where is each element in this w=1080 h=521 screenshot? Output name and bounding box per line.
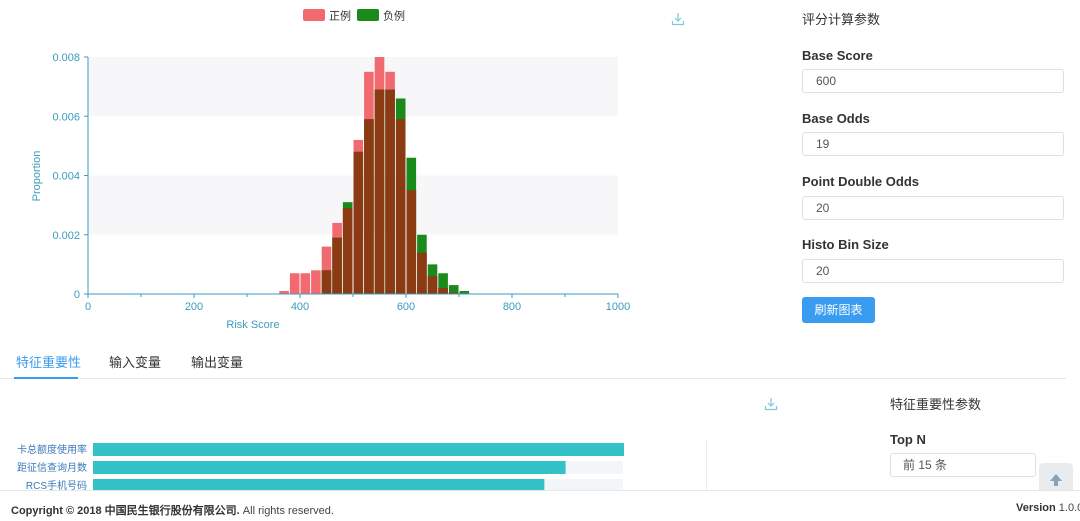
y-tick-label: 0.006 (52, 111, 80, 123)
chart-download-icon[interactable] (671, 12, 685, 26)
histo-bin-size-input[interactable] (802, 259, 1064, 283)
version-label: Version (1016, 502, 1056, 514)
x-tick-label: 800 (503, 301, 521, 313)
negative-bar (448, 285, 459, 294)
copyright-rights: All rights reserved. (239, 505, 334, 517)
x-tick-label: 0 (85, 301, 91, 313)
score-params-title: 评分计算参数 (802, 12, 881, 27)
footer-version: Version 1.0.0 (1016, 502, 1080, 514)
importance-bar (93, 479, 545, 490)
positive-bar (289, 273, 300, 294)
point-double-odds-label: Point Double Odds (802, 174, 919, 189)
y-tick-label: 0.004 (52, 171, 80, 183)
grid-band (88, 57, 618, 117)
top-n-select[interactable]: 前 15 条 (890, 453, 1036, 477)
y-tick-label: 0.002 (52, 230, 80, 242)
importance-download-icon[interactable] (764, 397, 778, 411)
overlap-bar (374, 89, 385, 295)
overlap-bar (417, 252, 427, 294)
overlap-bar (395, 119, 406, 295)
positive-bar (311, 270, 321, 294)
overlap-bar (353, 151, 364, 294)
overlap-bar (342, 208, 353, 294)
negative-bar (438, 273, 448, 294)
legend-swatch-positive (303, 9, 325, 21)
tab-bar: 特征重要性 输入变量 输出变量 (0, 346, 1066, 379)
copyright-holder: Copyright © 2018 中国民生银行股份有限公司. (11, 505, 240, 517)
importance-divider (706, 440, 707, 490)
x-tick-label: 400 (291, 301, 309, 313)
overlap-bar (364, 119, 374, 295)
importance-feature-label: 距征信查询月数 (17, 461, 87, 474)
y-tick-label: 0 (74, 289, 80, 301)
footer-copyright: Copyright © 2018 中国民生银行股份有限公司. All right… (11, 502, 334, 518)
active-tab-indicator (14, 377, 78, 379)
positive-bar (300, 273, 311, 294)
base-odds-label: Base Odds (802, 111, 870, 126)
version-number: 1.0.0 (1058, 502, 1080, 514)
base-score-input[interactable] (802, 69, 1064, 93)
negative-bar (459, 291, 470, 294)
footer: Copyright © 2018 中国民生银行股份有限公司. All right… (0, 490, 1080, 521)
overlap-bar (321, 270, 332, 294)
importance-feature-label: 卡总额度使用率 (17, 443, 87, 456)
legend-swatch-negative (357, 9, 379, 21)
x-axis-title: Risk Score (226, 319, 279, 331)
grid-band (88, 175, 618, 235)
base-odds-input[interactable] (802, 132, 1064, 156)
x-tick-label: 600 (397, 301, 415, 313)
legend-label-positive: 正例 (329, 9, 351, 23)
overlap-bar (448, 292, 459, 294)
base-score-label: Base Score (802, 48, 873, 63)
overlap-bar (406, 190, 417, 294)
x-tick-label: 200 (185, 301, 203, 313)
overlap-bar (332, 237, 342, 294)
tab-input-variables[interactable]: 输入变量 (109, 355, 162, 370)
tab-feature-importance[interactable]: 特征重要性 (16, 355, 82, 370)
overlap-bar (438, 288, 448, 294)
importance-bar (93, 443, 624, 456)
tab-output-variables[interactable]: 输出变量 (191, 355, 244, 370)
score-distribution-chart: 0 0.002 0.004 0.006 0.008 0 200 400 600 800 1000 Ri… (31, 9, 630, 332)
legend-label-negative: 负例 (383, 9, 405, 23)
x-tick-label: 1000 (606, 301, 630, 313)
importance-feature-label: RCS手机号码 (26, 479, 87, 490)
arrow-up-icon (1050, 474, 1062, 486)
importance-bar (93, 461, 566, 474)
point-double-odds-input[interactable] (802, 196, 1064, 220)
positive-bar (279, 291, 289, 294)
histo-bin-size-label: Histo Bin Size (802, 237, 889, 252)
overlap-bar (385, 89, 395, 295)
refresh-chart-button[interactable]: 刷新图表 (802, 297, 875, 323)
y-axis-title: Proportion (31, 151, 43, 202)
y-tick-label: 0.008 (52, 52, 80, 64)
top-n-label: Top N (890, 432, 926, 447)
overlap-bar (427, 276, 438, 294)
importance-params-title: 特征重要性参数 (890, 397, 982, 412)
